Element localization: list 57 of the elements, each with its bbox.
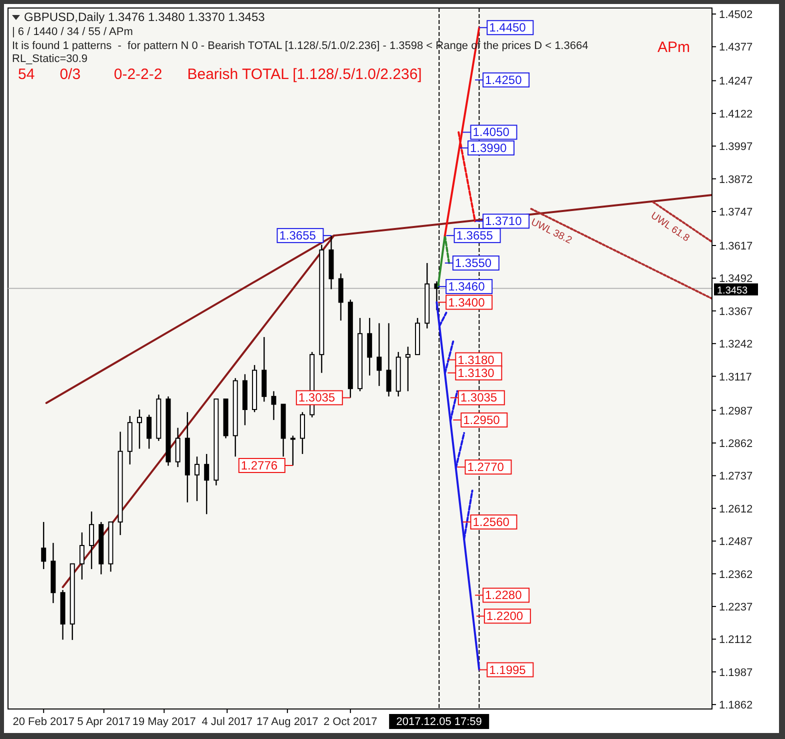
annotation: 1.1995: [489, 662, 526, 677]
y-tick-label: 1.3367: [719, 306, 753, 318]
annotation: 1.4450: [489, 20, 526, 35]
y-tick-label: 1.3747: [719, 206, 753, 218]
text: UWL 38.2: [529, 216, 574, 247]
y-tick-label: 1.4377: [719, 42, 753, 54]
annotation: 1.3550: [454, 256, 492, 270]
annotation: RL_Static=30.9: [12, 53, 88, 65]
annotation: APm: [657, 39, 690, 56]
annotation: 54 0/3 0-2-2-2 Bearish TOTAL [1.128/.5/1.0/2.236]: [18, 66, 422, 83]
y-tick-label: 1.3492: [719, 273, 753, 286]
ref-line-label: 1.3453: [717, 285, 748, 296]
annotation: 1.2770: [467, 460, 504, 474]
annotation: 1.3400: [448, 295, 486, 310]
y-tick-label: 1.2612: [719, 503, 753, 516]
annotation: 1.2560: [472, 514, 510, 529]
annotation: 1.2280: [485, 588, 522, 602]
y-tick-label: 1.2987: [719, 405, 753, 418]
annotation: 1.3655: [456, 228, 494, 243]
annotation: 1.3990: [470, 140, 508, 155]
y-tick-label: 1.2237: [719, 601, 753, 614]
annotation: 1.3035: [298, 390, 336, 405]
annotation: 1.3655: [279, 228, 316, 243]
annotation: 1.4250: [485, 72, 522, 87]
y-tick-label: 1.3242: [719, 338, 753, 351]
annotation: 1.3460: [448, 280, 486, 294]
y-tick-label: 1.2362: [719, 568, 753, 581]
annotation: 1.2200: [486, 609, 524, 624]
y-tick-label: 1.2112: [719, 634, 752, 646]
annotation: 1.3180: [458, 352, 495, 367]
x-tick-label: 17 Aug 2017: [256, 716, 318, 728]
annotation: 1.2950: [463, 412, 500, 427]
x-tick-label: 20 Feb 2017: [12, 716, 74, 728]
annotation: 1.3710: [485, 214, 522, 228]
text: | 6 / 1440 / 34 / 55 / APm: [12, 26, 133, 38]
y-tick-label: 1.1862: [719, 700, 753, 712]
y-tick-label: 1.2487: [719, 536, 753, 548]
y-tick-label: 1.3117: [719, 371, 752, 384]
annotation: 1.4050: [472, 125, 510, 140]
y-tick-label: 1.2862: [719, 438, 753, 450]
x-tick-label: 2 Oct 2017: [324, 716, 378, 728]
y-tick-label: 1.4122: [719, 108, 753, 120]
x-tick-label: 5 Apr 2017: [77, 716, 130, 728]
y-tick-label: 1.3872: [719, 174, 753, 186]
x-tick-label: 19 May 2017: [132, 716, 196, 728]
annotation: 1.3035: [460, 390, 498, 405]
y-tick-label: 1.4247: [719, 76, 753, 88]
x-tick-label: 4 Jul 2017: [202, 716, 253, 728]
y-tick-label: 1.3997: [719, 141, 753, 154]
y-tick-label: 1.1987: [719, 666, 753, 679]
y-tick-label: 1.2737: [719, 470, 753, 483]
annotation: 1.2776: [240, 458, 278, 472]
ref-line-label: 2017.12.05 17:59: [396, 716, 482, 728]
y-tick-label: 1.4502: [719, 9, 753, 22]
annotation: 1.3130: [458, 366, 495, 380]
y-tick-label: 1.3617: [719, 240, 753, 253]
chart-title: GBPUSD,Daily 1.3476 1.3480 1.3370 1.3453: [24, 10, 266, 24]
